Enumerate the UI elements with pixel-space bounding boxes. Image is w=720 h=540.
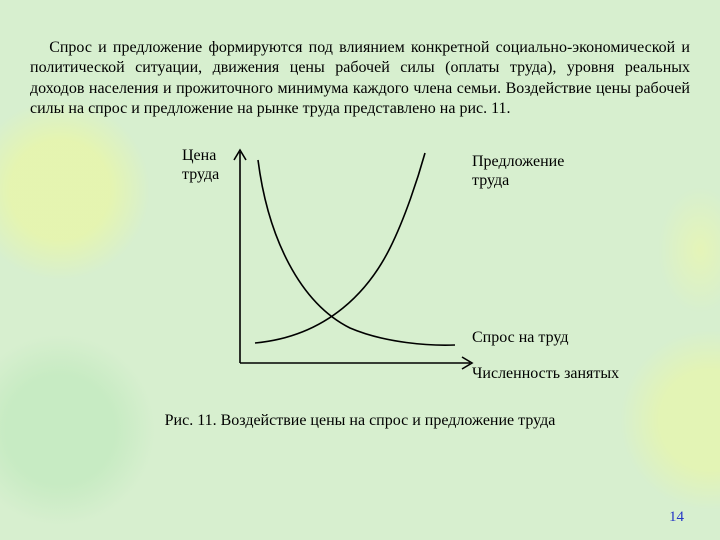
page-number: 14 bbox=[669, 509, 684, 526]
demand-curve bbox=[258, 160, 455, 345]
figure-caption: Рис. 11. Воздействие цены на спрос и пре… bbox=[30, 412, 690, 430]
chart-svg bbox=[30, 138, 690, 398]
demand-label: Спрос на труд bbox=[472, 328, 569, 347]
page: Спрос и предложение формируются под влия… bbox=[0, 0, 720, 540]
y-axis-label: Цена труда bbox=[182, 146, 219, 184]
supply-label: Предложение труда bbox=[472, 152, 564, 190]
supply-demand-chart: Цена труда Предложение труда Спрос на тр… bbox=[30, 138, 690, 398]
x-axis-label: Численность занятых bbox=[472, 364, 619, 383]
body-paragraph: Спрос и предложение формируются под влия… bbox=[30, 38, 690, 120]
